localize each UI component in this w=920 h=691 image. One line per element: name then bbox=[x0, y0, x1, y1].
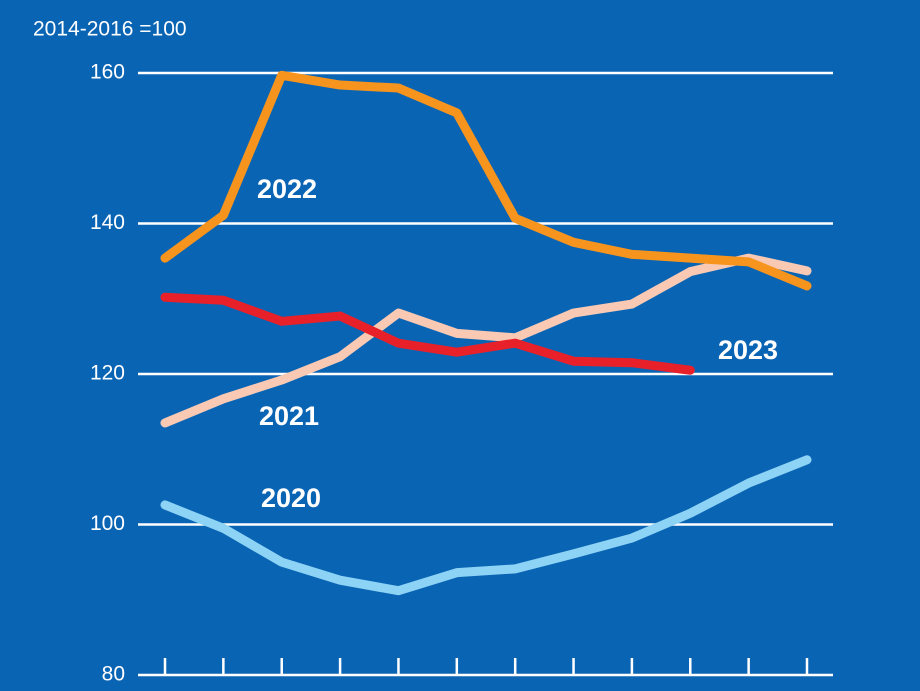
y-tick-label: 160 bbox=[90, 61, 125, 84]
y-tick-label: 120 bbox=[90, 362, 125, 385]
series-label: 2022 bbox=[257, 174, 317, 204]
series-label: 2020 bbox=[261, 483, 321, 513]
series-label: 2021 bbox=[259, 401, 319, 431]
series-label: 2023 bbox=[718, 335, 778, 365]
series-line bbox=[160, 292, 695, 375]
y-tick-label: 140 bbox=[90, 211, 125, 234]
y-tick-label: 80 bbox=[102, 663, 125, 686]
series-line bbox=[160, 70, 812, 291]
chart-subtitle: 2014-2016 =100 bbox=[33, 18, 187, 41]
y-tick-label: 100 bbox=[90, 512, 125, 535]
series-line bbox=[160, 455, 812, 596]
series-line bbox=[160, 253, 812, 428]
